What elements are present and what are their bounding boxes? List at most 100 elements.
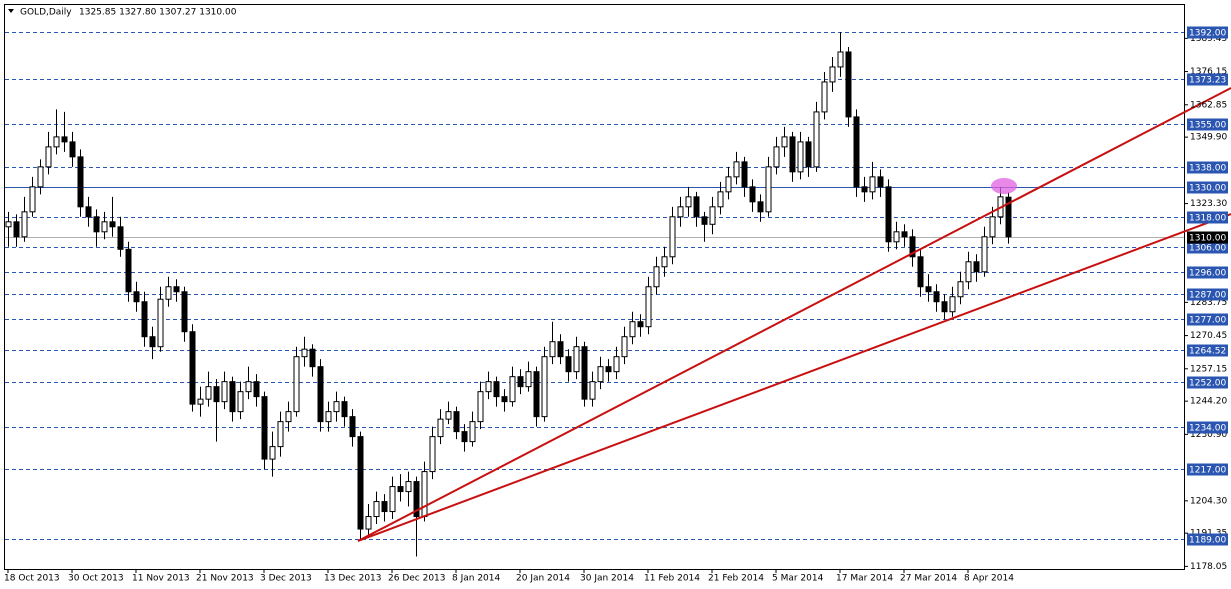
level-box <box>1187 313 1228 326</box>
y-tick-label: 1349.90 <box>1190 133 1227 143</box>
y-tick-label: 1244.20 <box>1190 397 1227 407</box>
candle-body <box>157 298 164 348</box>
candle-body <box>261 396 268 460</box>
candle-body <box>757 201 764 213</box>
level-box <box>1187 463 1228 476</box>
level-label: 1330.00 <box>1189 184 1226 194</box>
y-tick-label: 1178.05 <box>1190 562 1227 572</box>
candle-body <box>885 186 892 243</box>
candle-body <box>973 261 980 273</box>
candle-body <box>325 411 332 423</box>
symbol: GOLD,Daily <box>20 8 72 18</box>
level-box <box>1187 266 1228 279</box>
x-tick-label: 13 Dec 2013 <box>324 574 382 584</box>
current-price-label: 1310.00 <box>1189 234 1226 244</box>
candle-body <box>965 261 972 283</box>
x-tick-label: 20 Jan 2014 <box>516 574 570 584</box>
candle-body <box>381 501 388 513</box>
candle-body <box>317 366 324 423</box>
candle-body <box>405 481 412 493</box>
x-tick-label: 30 Jan 2014 <box>580 574 634 584</box>
candle-body <box>637 321 644 328</box>
candle-body <box>453 411 460 433</box>
y-tick-label: 1230.90 <box>1190 430 1227 440</box>
candle-body <box>877 176 884 188</box>
candle-body <box>397 486 404 493</box>
candle-body <box>781 136 788 148</box>
candle-body <box>301 348 308 358</box>
x-tick-label: 3 Dec 2013 <box>260 574 312 584</box>
candle-body <box>717 191 724 208</box>
candle-body <box>677 206 684 218</box>
candle-body <box>693 196 700 218</box>
candle-body <box>709 206 716 225</box>
level-label: 1234.00 <box>1189 424 1226 434</box>
candle-body <box>901 231 908 238</box>
candle-body <box>661 256 668 268</box>
candle-body <box>853 116 860 188</box>
candle-body <box>525 371 532 388</box>
level-label: 1355.00 <box>1189 121 1226 131</box>
candle-body <box>133 291 140 303</box>
level-label: 1217.00 <box>1189 466 1226 476</box>
candle-body <box>365 516 372 530</box>
candle-body <box>989 216 996 238</box>
candle-body <box>165 286 172 300</box>
level-box <box>1187 118 1228 131</box>
candle-body <box>821 81 828 113</box>
plot-frame <box>4 4 1185 570</box>
candle-body <box>541 356 548 418</box>
candle-body <box>341 401 348 418</box>
candle-body <box>477 391 484 423</box>
y-tick-label: 1376.15 <box>1190 67 1227 77</box>
candle-body <box>685 196 692 208</box>
menu-arrow[interactable] <box>8 9 14 13</box>
candle-body <box>373 501 380 518</box>
candle-body <box>893 231 900 243</box>
level-label: 1318.00 <box>1189 214 1226 224</box>
candle-body <box>389 486 396 513</box>
candle-body <box>941 301 948 313</box>
candle-body <box>573 346 580 373</box>
candle-body <box>277 421 284 448</box>
x-tick-label: 8 Apr 2014 <box>964 574 1014 584</box>
candle-body <box>421 471 428 518</box>
candle-body <box>765 166 772 213</box>
trend-line <box>357 87 1231 542</box>
y-tick-label: 1323.30 <box>1190 199 1227 209</box>
level-label: 1264.52 <box>1189 347 1226 357</box>
candle-body <box>77 156 84 208</box>
candle-body <box>981 236 988 273</box>
candle-body <box>61 136 68 143</box>
candle-body <box>813 111 820 168</box>
candle-body <box>309 348 316 368</box>
level-label: 1392.00 <box>1189 29 1226 39</box>
candle-body <box>269 446 276 460</box>
candle-body <box>949 296 956 313</box>
candle-body <box>445 411 452 420</box>
candle-body <box>517 376 524 388</box>
candle-body <box>141 301 148 338</box>
axes: 1389.45 1376.15 1362.85 1349.90 1323.30 1283.… <box>4 26 1228 584</box>
x-tick-label: 11 Nov 2013 <box>132 574 190 584</box>
candle-body <box>613 356 620 373</box>
candle-body <box>357 436 364 530</box>
level-label: 1252.00 <box>1189 379 1226 389</box>
candle-body <box>21 211 28 238</box>
candle-body <box>469 421 476 443</box>
level-box <box>1187 288 1228 301</box>
candle-body <box>349 416 356 438</box>
trend-line <box>357 213 1231 542</box>
candle-body <box>789 136 796 173</box>
candle-body <box>597 366 604 383</box>
current-price-box <box>1187 231 1228 244</box>
candle-body <box>741 161 748 188</box>
candle-body <box>53 136 60 148</box>
candle-body <box>485 381 492 393</box>
candle-body <box>557 341 564 358</box>
candle-body <box>925 286 932 293</box>
candle-body <box>493 381 500 398</box>
candle-body <box>861 186 868 193</box>
candle-body <box>749 186 756 203</box>
level-box <box>1187 241 1228 254</box>
